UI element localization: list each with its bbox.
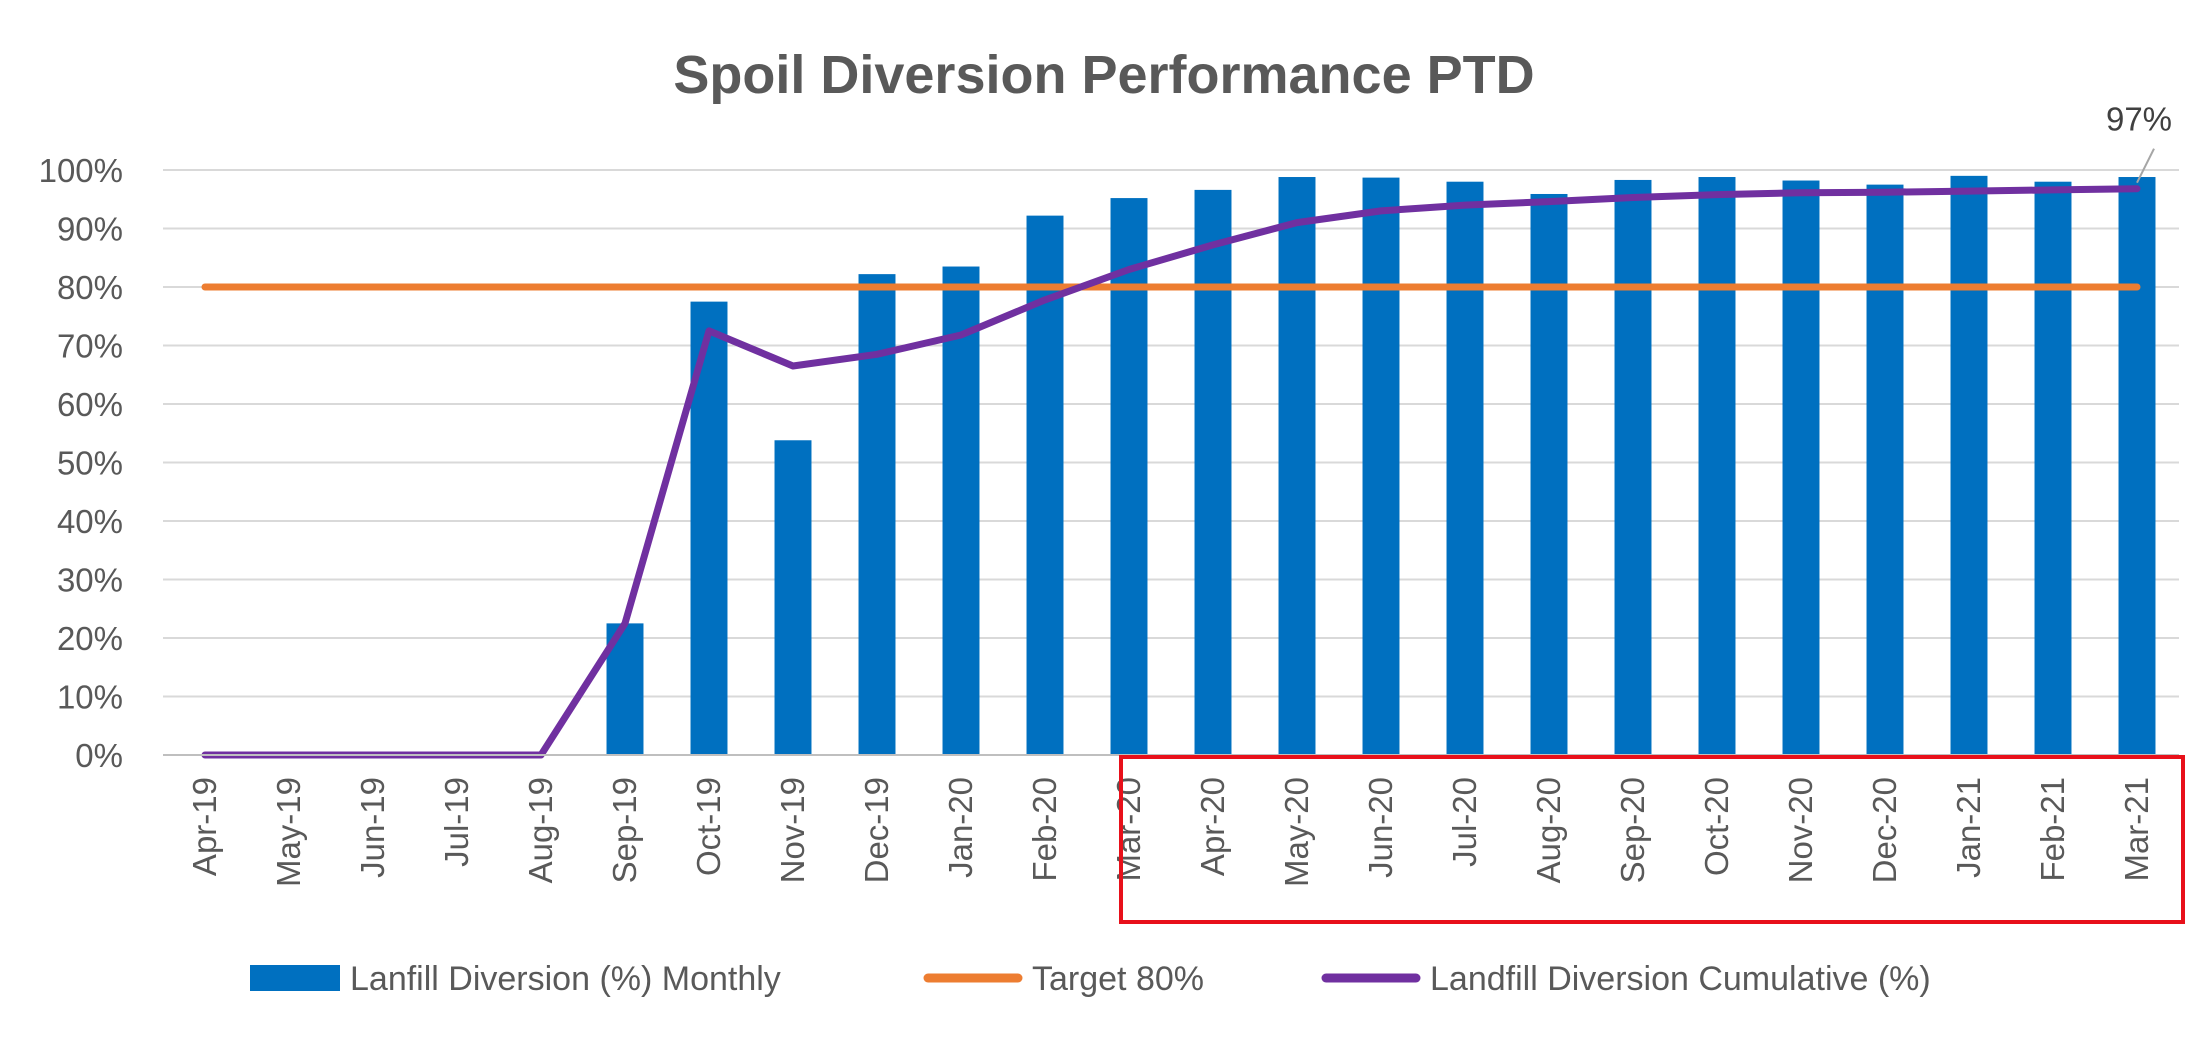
x-tick-label: Sep-19 — [606, 777, 643, 883]
legend: Lanfill Diversion (%) Monthly Target 80% L… — [250, 960, 1931, 998]
x-tick-label: Nov-19 — [774, 777, 811, 883]
bar — [1278, 177, 1316, 755]
x-tick-label: Mar-20 — [1110, 777, 1147, 882]
x-tick-label: Oct-19 — [690, 777, 727, 876]
bar — [1446, 181, 1484, 755]
y-tick-label: 90% — [57, 211, 123, 248]
highlight-box — [1119, 755, 2185, 924]
annotations: 97% — [2106, 101, 2172, 184]
x-tick-label: Mar-21 — [2118, 777, 2155, 882]
bar — [1194, 189, 1232, 755]
data-label: 97% — [2106, 101, 2172, 138]
y-tick-label: 40% — [57, 503, 123, 540]
cumulative-line — [201, 185, 2141, 759]
x-tick-label: Dec-19 — [858, 777, 895, 883]
x-tick-label: Feb-20 — [1026, 777, 1063, 882]
chart-title: Spoil Diversion Performance PTD — [673, 45, 1534, 105]
y-tick-label: 0% — [75, 737, 123, 774]
x-tick-label: Aug-20 — [1530, 777, 1567, 883]
y-tick-label: 10% — [57, 679, 123, 716]
bar — [2118, 177, 2156, 755]
monthly-bars — [606, 175, 2156, 756]
x-tick-label: Apr-19 — [186, 777, 223, 876]
x-tick-label: Sep-20 — [1614, 777, 1651, 883]
bar — [942, 266, 980, 755]
y-tick-label: 30% — [57, 562, 123, 599]
x-tick-label: Jul-20 — [1446, 777, 1483, 867]
y-tick-label: 70% — [57, 328, 123, 365]
legend-label: Target 80% — [1032, 960, 1204, 998]
x-tick-label: May-20 — [1278, 777, 1315, 887]
bar — [1866, 184, 1904, 755]
bar — [1698, 177, 1736, 755]
x-tick-label: Dec-20 — [1866, 777, 1903, 883]
y-tick-label: 20% — [57, 620, 123, 657]
bar — [1782, 180, 1820, 755]
bar — [1110, 198, 1148, 755]
y-tick-label: 60% — [57, 386, 123, 423]
bar — [1362, 177, 1400, 756]
bar — [774, 440, 812, 755]
x-tick-label: May-19 — [270, 777, 307, 887]
y-tick-label: 80% — [57, 269, 123, 306]
annotation-leader — [2136, 148, 2155, 184]
legend-label: Lanfill Diversion (%) Monthly — [350, 960, 781, 998]
y-tick-label: 50% — [57, 445, 123, 482]
bar — [858, 274, 896, 755]
x-tick-label: Feb-21 — [2034, 777, 2071, 882]
x-tick-label: Oct-20 — [1698, 777, 1735, 876]
x-tick-label: Aug-19 — [522, 777, 559, 883]
x-tick-label: Jan-20 — [942, 777, 979, 878]
x-tick-label: Apr-20 — [1194, 777, 1231, 876]
y-tick-label: 100% — [39, 152, 123, 189]
series-lines — [201, 185, 2141, 759]
x-axis: Apr-19 May-19 Jun-19 Jul-19 Aug-19 Sep-19 Oct-… — [163, 754, 2179, 887]
bar — [1950, 175, 1988, 756]
highlight-region — [1119, 755, 2185, 924]
x-tick-label: Nov-20 — [1782, 777, 1819, 883]
bar — [1614, 179, 1652, 755]
bar — [2034, 181, 2072, 755]
legend-label: Landfill Diversion Cumulative (%) — [1430, 960, 1931, 998]
x-tick-label: Jul-19 — [438, 777, 475, 867]
bar — [1530, 193, 1568, 756]
x-tick-label: Jan-21 — [1950, 777, 1987, 878]
legend-swatch — [250, 965, 340, 991]
x-tick-label: Jun-19 — [354, 777, 391, 878]
x-tick-label: Jun-20 — [1362, 777, 1399, 878]
y-axis: 0% 10% 20% 30% 40% 50% 60% 70% 80% 90% 100% — [39, 152, 123, 774]
